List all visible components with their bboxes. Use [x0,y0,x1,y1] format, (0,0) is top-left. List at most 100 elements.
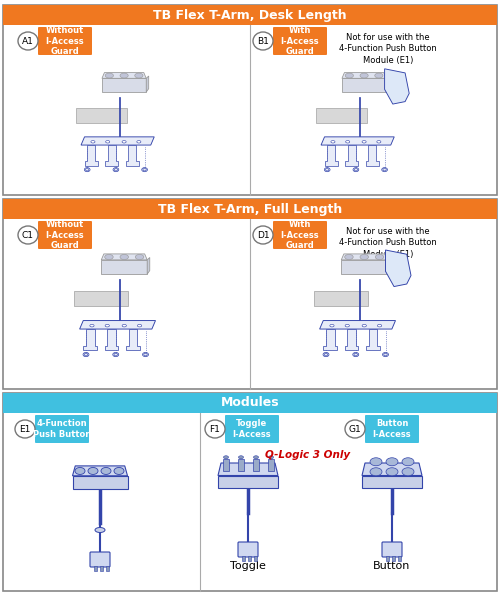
FancyBboxPatch shape [38,27,92,55]
Ellipse shape [324,168,330,172]
Polygon shape [321,137,394,145]
Polygon shape [102,260,147,274]
Ellipse shape [344,254,353,260]
Text: C1: C1 [22,231,34,240]
Polygon shape [102,78,146,92]
Ellipse shape [113,168,119,172]
Ellipse shape [114,467,124,474]
Text: Not for use with the
4-Function Push Button
Module (E1): Not for use with the 4-Function Push But… [339,227,437,259]
Polygon shape [146,76,148,92]
Ellipse shape [95,528,105,533]
Polygon shape [342,78,386,92]
Ellipse shape [88,467,98,474]
Ellipse shape [253,226,273,244]
Text: TB Flex T-Arm, Desk Length: TB Flex T-Arm, Desk Length [153,8,347,21]
FancyBboxPatch shape [273,27,327,55]
Ellipse shape [18,32,38,50]
Ellipse shape [105,73,114,78]
Bar [3,5,497,195]
Ellipse shape [84,168,90,172]
Ellipse shape [106,141,110,143]
Text: Without
I-Access
Guard: Without I-Access Guard [46,25,84,56]
Ellipse shape [83,352,89,356]
FancyBboxPatch shape [273,221,327,249]
Ellipse shape [360,73,368,78]
Polygon shape [76,108,128,123]
Ellipse shape [353,352,358,356]
Ellipse shape [346,141,350,143]
Ellipse shape [15,420,35,438]
Ellipse shape [122,141,126,143]
Polygon shape [314,291,368,306]
Polygon shape [344,329,358,350]
Text: 4-Function
Push Button: 4-Function Push Button [33,419,91,439]
FancyBboxPatch shape [35,415,89,443]
Ellipse shape [370,468,382,476]
Ellipse shape [362,324,366,327]
Polygon shape [384,69,409,104]
Ellipse shape [362,141,366,143]
Bar [254,556,257,561]
Ellipse shape [360,254,368,260]
Ellipse shape [382,352,388,356]
Ellipse shape [224,456,228,459]
FancyBboxPatch shape [90,552,110,567]
Ellipse shape [402,458,414,466]
Polygon shape [81,137,154,145]
Polygon shape [386,76,388,92]
Bar [268,459,274,471]
Polygon shape [72,476,128,489]
Polygon shape [316,108,368,123]
Text: Modules: Modules [220,397,280,410]
Ellipse shape [345,324,350,327]
Ellipse shape [238,456,244,459]
Text: A1: A1 [22,37,34,46]
Text: Not for use with the
4-Function Push Button
Module (E1): Not for use with the 4-Function Push But… [339,33,437,65]
Text: Button: Button [374,561,410,571]
Polygon shape [80,321,156,329]
Polygon shape [324,329,337,350]
Ellipse shape [101,467,111,474]
Polygon shape [104,329,118,350]
Ellipse shape [105,324,110,327]
Ellipse shape [386,458,398,466]
Ellipse shape [136,254,144,260]
Ellipse shape [375,73,383,78]
Polygon shape [362,476,422,488]
Ellipse shape [268,456,274,459]
Polygon shape [342,72,386,78]
Ellipse shape [90,324,94,327]
Ellipse shape [345,420,365,438]
FancyBboxPatch shape [238,542,258,557]
Polygon shape [105,145,118,165]
Polygon shape [102,254,147,260]
Ellipse shape [120,73,128,78]
Ellipse shape [135,73,143,78]
Ellipse shape [323,352,329,356]
Polygon shape [74,291,128,306]
Text: F1: F1 [210,425,220,433]
Polygon shape [102,72,146,78]
Bar [3,393,497,591]
Polygon shape [320,321,396,329]
Polygon shape [84,329,97,350]
Bar [386,556,389,561]
Polygon shape [147,257,150,274]
Ellipse shape [75,467,85,474]
Bar [392,556,395,561]
Text: Toggle: Toggle [230,561,266,571]
Bar [3,199,497,389]
FancyBboxPatch shape [3,393,497,413]
Bar [248,556,251,561]
Text: E1: E1 [20,425,30,433]
Ellipse shape [138,324,141,327]
Ellipse shape [122,324,126,327]
Ellipse shape [18,226,38,244]
FancyBboxPatch shape [365,415,419,443]
Ellipse shape [253,32,273,50]
Text: With
I-Access
Guard: With I-Access Guard [280,25,320,56]
Ellipse shape [353,168,359,172]
FancyBboxPatch shape [3,199,497,219]
Bar [398,556,401,561]
Bar [223,459,229,471]
